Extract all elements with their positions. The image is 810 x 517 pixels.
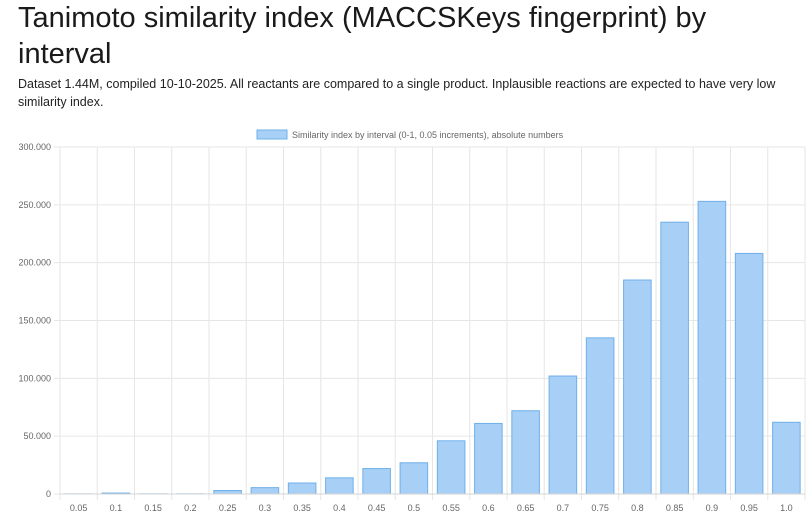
x-tick-label: 0.95: [740, 503, 758, 513]
x-tick-label: 0.7: [557, 503, 570, 513]
legend-swatch[interactable]: [256, 129, 288, 140]
bar-0.3[interactable]: [250, 487, 280, 495]
axis-layer: 0 50.000 100.000 150.000 200.000 250.000 300.0…: [18, 142, 805, 513]
y-tick-label: 150.000: [18, 316, 51, 326]
x-tick-label: 0.1: [110, 503, 123, 513]
x-tick-label: 0.55: [442, 503, 460, 513]
y-tick-label: 0: [46, 489, 51, 499]
x-tick-label: 0.8: [631, 503, 644, 513]
y-tick-label: 100.000: [18, 373, 51, 383]
x-tick-label: 1.0: [780, 503, 793, 513]
x-tick-label: 0.4: [333, 503, 346, 513]
bar-1.0[interactable]: [772, 421, 801, 495]
x-tick-label: 0.85: [666, 503, 684, 513]
x-tick-label: 0.05: [70, 503, 88, 513]
bar-0.75[interactable]: [585, 337, 615, 495]
bar-0.45[interactable]: [362, 468, 391, 495]
bar-0.9[interactable]: [697, 200, 727, 495]
y-tick-label: 50.000: [23, 431, 51, 441]
grid-layer: [54, 146, 806, 500]
bar-0.5[interactable]: [399, 462, 429, 495]
bar-0.65[interactable]: [511, 410, 540, 495]
x-tick-label: 0.3: [259, 503, 272, 513]
y-tick-label: 300.000: [18, 142, 51, 152]
x-tick-label: 0.25: [219, 503, 237, 513]
x-tick-label: 0.65: [517, 503, 535, 513]
x-tick-label: 0.45: [368, 503, 386, 513]
bar-0.95[interactable]: [734, 252, 764, 495]
bar-layer: [64, 200, 801, 495]
bar-0.6[interactable]: [474, 422, 503, 495]
legend-label[interactable]: Similarity index by interval (0-1, 0.05 …: [292, 130, 564, 140]
bar-0.7[interactable]: [548, 375, 578, 495]
x-tick-label: 0.35: [293, 503, 311, 513]
bar-0.8[interactable]: [623, 279, 652, 495]
bar-0.25[interactable]: [213, 490, 242, 495]
x-tick-label: 0.6: [482, 503, 495, 513]
x-tick-label: 0.2: [184, 503, 197, 513]
chart-container: 0 50.000 100.000 150.000 200.000 250.000 300.0…: [0, 122, 810, 517]
y-tick-label: 200.000: [18, 258, 51, 268]
x-tick-label: 0.9: [706, 503, 719, 513]
bar-0.85[interactable]: [660, 221, 689, 495]
legend[interactable]: Similarity index by interval (0-1, 0.05 …: [256, 129, 564, 140]
x-tick-label: 0.75: [591, 503, 609, 513]
y-tick-label: 250.000: [18, 200, 51, 210]
bar-0.4[interactable]: [325, 477, 354, 495]
bar-0.35[interactable]: [287, 482, 317, 495]
bar-chart: 0 50.000 100.000 150.000 200.000 250.000 300.0…: [18, 129, 806, 513]
bar-0.55[interactable]: [436, 440, 466, 495]
x-tick-label: 0.15: [144, 503, 162, 513]
page-subtitle: Dataset 1.44M, compiled 10-10-2025. All …: [18, 77, 776, 109]
x-tick-label: 0.5: [408, 503, 421, 513]
page-title: Tanimoto similarity index (MACCSKeys fin…: [18, 2, 707, 70]
